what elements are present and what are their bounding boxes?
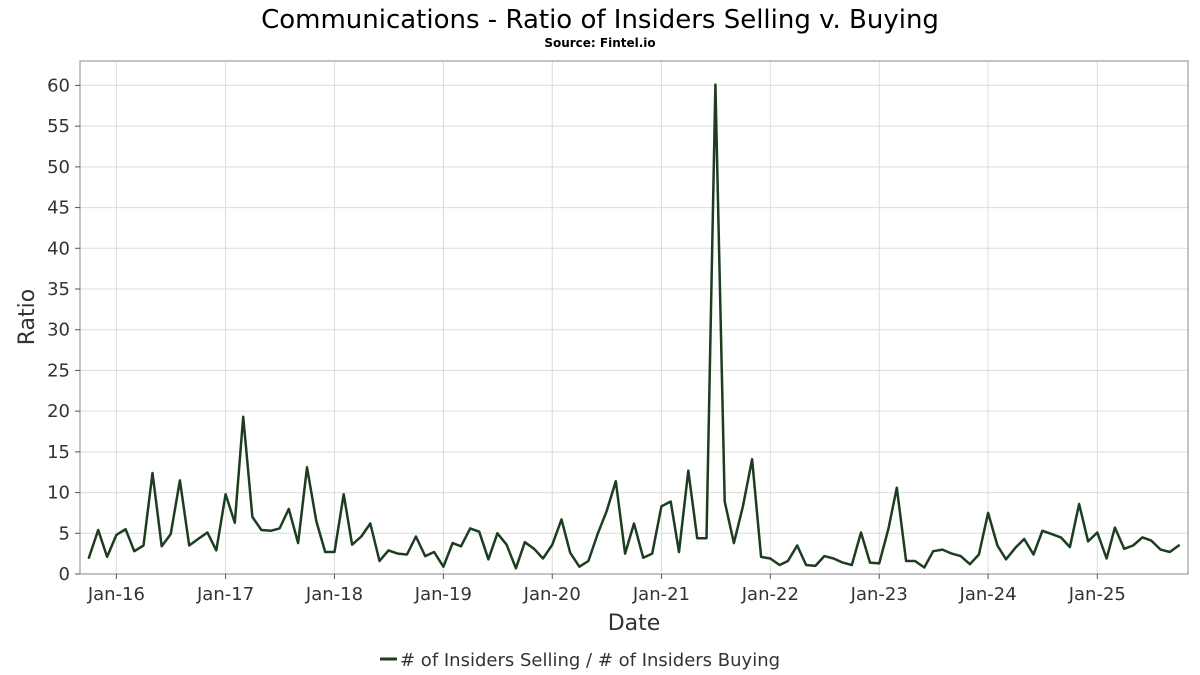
legend: # of Insiders Selling / # of Insiders Bu… [380, 650, 780, 671]
y-tick-label: 40 [47, 238, 70, 259]
x-axis: Jan-16 Jan-17 Jan-18 Jan-19 Jan-20 Jan-21 Jan-… [87, 574, 1126, 605]
y-tick-label: 0 [59, 564, 70, 585]
y-tick-label: 60 [47, 75, 70, 96]
x-tick-label: Jan-19 [414, 584, 472, 605]
y-tick-label: 55 [47, 116, 70, 137]
x-tick-label: Jan-25 [1068, 584, 1126, 605]
chart-subtitle: Source: Fintel.io [544, 36, 655, 50]
y-tick-label: 30 [47, 320, 70, 341]
x-tick-label: Jan-23 [850, 584, 908, 605]
y-tick-label: 5 [59, 523, 70, 544]
x-tick-label: Jan-22 [741, 584, 799, 605]
y-tick-label: 45 [47, 198, 70, 219]
y-axis: 0 5 10 15 20 25 30 35 40 45 50 55 60 [47, 75, 80, 585]
plot-area [79, 60, 1189, 575]
series-layer [87, 83, 1181, 570]
y-tick-label: 10 [47, 483, 70, 504]
y-tick-label: 35 [47, 279, 70, 300]
y-axis-label: Ratio [15, 289, 40, 345]
y-tick-label: 15 [47, 442, 70, 463]
x-tick-label: Jan-16 [87, 584, 145, 605]
x-tick-label: Jan-18 [305, 584, 363, 605]
y-tick-label: 20 [47, 401, 70, 422]
x-tick-label: Jan-17 [196, 584, 254, 605]
chart-title: Communications - Ratio of Insiders Selli… [261, 5, 939, 35]
x-tick-label: Jan-24 [959, 584, 1017, 605]
y-tick-label: 25 [47, 360, 70, 381]
grid [80, 61, 1188, 575]
legend-label: # of Insiders Selling / # of Insiders Bu… [400, 650, 780, 671]
series-line-0 [87, 83, 1181, 570]
x-axis-label: Date [608, 611, 661, 636]
y-tick-label: 50 [47, 157, 70, 178]
x-tick-label: Jan-21 [632, 584, 690, 605]
x-tick-label: Jan-20 [523, 584, 581, 605]
